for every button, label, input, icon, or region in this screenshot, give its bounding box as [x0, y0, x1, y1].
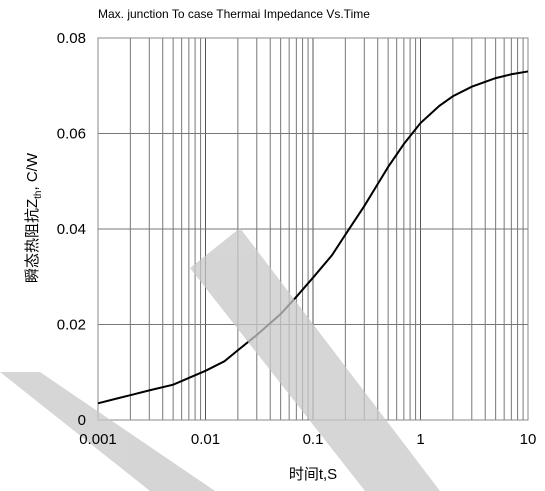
x-tick-label: 1 [416, 431, 424, 448]
x-tick-label: 0.1 [303, 431, 324, 448]
y-tick-label: 0.08 [57, 30, 86, 47]
y-tick-label: 0 [78, 412, 86, 429]
y-axis-label: 瞬态热阻抗Zth, C/W [24, 152, 44, 283]
x-tick-label: 0.001 [79, 431, 117, 448]
x-axis-label: 时间t,S [289, 466, 337, 483]
x-tick-label: 0.01 [191, 431, 220, 448]
y-axis-label-prefix: 瞬态热阻抗Z [24, 199, 41, 283]
y-tick-label: 0.02 [57, 317, 86, 334]
y-axis-label-suffix: , C/W [24, 152, 41, 190]
watermark-stripes [0, 228, 440, 491]
x-tick-label: 10 [520, 431, 537, 448]
x-tick-labels: 0.001 0.01 0.1 1 10 [79, 431, 536, 448]
chart-title: Max. junction To case Thermai Impedance … [98, 7, 370, 21]
series-line [97, 70, 529, 405]
y-axis-label-sub: th [33, 190, 44, 198]
y-tick-label: 0.06 [57, 126, 86, 143]
y-tick-labels: 0 0.02 0.04 0.06 0.08 [57, 30, 86, 429]
y-tick-label: 0.04 [57, 221, 86, 238]
